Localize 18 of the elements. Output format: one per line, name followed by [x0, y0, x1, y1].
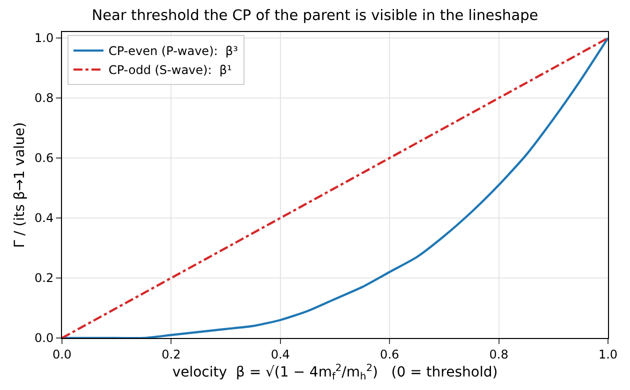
y-tick-label: 1.0 — [34, 31, 54, 46]
x-tick-label: 0.2 — [162, 347, 181, 362]
x-tick-label: 0.4 — [270, 347, 290, 362]
chart-title: Near threshold the CP of the parent is visible in the lineshape — [92, 8, 538, 24]
x-tick-label: 0.6 — [380, 347, 400, 362]
y-tick-label: 0.0 — [34, 331, 54, 346]
x-tick-label: 0.8 — [489, 347, 508, 362]
y-tick-label: 0.8 — [34, 91, 54, 106]
legend-label: CP-even (P-wave): β³ — [108, 44, 238, 58]
y-axis-title: Γ / (its β→1 value) — [12, 122, 28, 248]
y-tick-label: 0.2 — [34, 271, 54, 286]
y-tick-label: 0.6 — [34, 151, 54, 166]
legend-label: CP-odd (S-wave): β¹ — [108, 63, 232, 78]
x-axis-title: velocity β = √(1 − 4m$_{f}$$^{2}$/m$_{h}$$^{2}$) (0 = threshold) — [172, 362, 498, 383]
y-tick-label: 0.4 — [34, 211, 54, 226]
x-tick-label: 1.0 — [598, 347, 618, 362]
x-tick-label: 0.0 — [52, 347, 72, 362]
line-series — [62, 36, 608, 338]
